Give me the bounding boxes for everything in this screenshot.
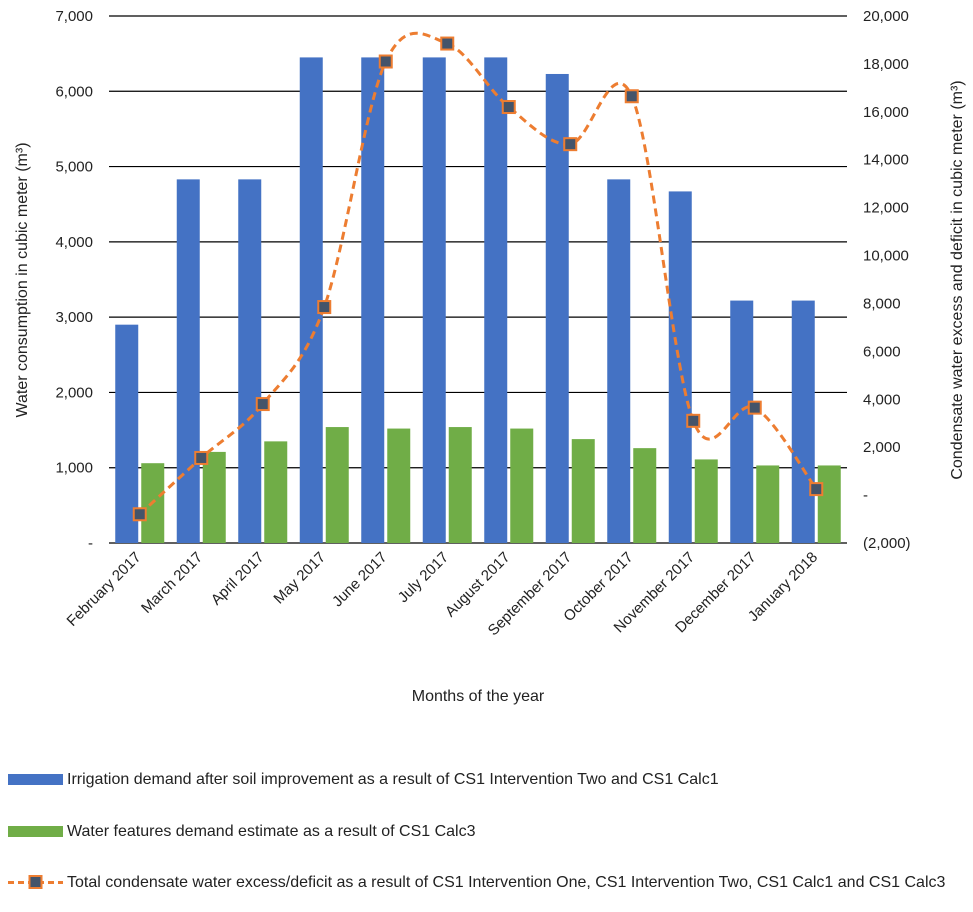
- y-tick-label-right: 12,000: [863, 200, 909, 217]
- y-tick-label-right: 8,000: [863, 295, 901, 312]
- bar-water-features: [694, 459, 718, 543]
- condensate-point: [686, 413, 701, 428]
- y-axis-title-right: Condensate water excess and deficit in c…: [949, 80, 966, 479]
- condensate-point: [378, 54, 393, 69]
- condensate-point: [132, 507, 147, 522]
- bar-water-features: [264, 441, 288, 543]
- legend-item-water-features: Water features demand estimate as a resu…: [8, 822, 475, 841]
- bar-water-features: [633, 448, 657, 543]
- legend-label-irrigation: Irrigation demand after soil improvement…: [67, 771, 719, 788]
- left-axis-ticks: - 1,000 2,000 3,000 4,000 5,000 6,000 7,000: [55, 8, 93, 552]
- bar-water-features: [510, 428, 534, 543]
- y-tick-label-left: -: [88, 535, 93, 552]
- condensate-point: [501, 100, 516, 115]
- x-tick-label: July 2017: [395, 549, 452, 606]
- y-tick-label-left: 3,000: [55, 309, 93, 326]
- y-tick-label-right: -: [863, 487, 868, 504]
- y-tick-label-right: 18,000: [863, 56, 909, 73]
- condensate-point: [194, 450, 209, 465]
- y-tick-label-left: 2,000: [55, 384, 93, 401]
- bar-irrigation: [791, 300, 815, 543]
- bar-irrigation: [545, 73, 569, 543]
- condensate-point: [747, 400, 762, 415]
- bar-water-features: [571, 439, 595, 543]
- line-series-layer: [132, 31, 824, 522]
- bar-irrigation: [115, 324, 139, 543]
- bar-irrigation: [238, 179, 262, 543]
- bar-irrigation: [730, 300, 754, 543]
- bar-irrigation: [607, 179, 631, 543]
- y-tick-label-left: 6,000: [55, 83, 93, 100]
- y-tick-label-left: 1,000: [55, 460, 93, 477]
- x-tick-label: March 2017: [138, 549, 206, 617]
- bar-irrigation: [361, 57, 385, 544]
- bar-water-features: [325, 427, 349, 543]
- x-tick-label: June 2017: [329, 549, 391, 611]
- y-axis-title-left: Water consumption in cubic meter (m³): [14, 142, 31, 417]
- y-tick-label-left: 4,000: [55, 234, 93, 251]
- legend-label-water-features: Water features demand estimate as a resu…: [67, 823, 476, 840]
- bar-irrigation: [176, 179, 200, 543]
- right-axis-ticks: (2,000) - 2,000 4,000 6,000 8,000 10,000 12,000…: [863, 8, 911, 552]
- condensate-point: [809, 482, 824, 497]
- condensate-point: [255, 397, 270, 412]
- legend-swatch-green: [8, 826, 63, 837]
- x-tick-label: May 2017: [270, 549, 329, 608]
- y-tick-label-right: 14,000: [863, 152, 909, 169]
- condensate-point: [563, 137, 578, 152]
- x-axis-title: Months of the year: [412, 688, 545, 705]
- condensate-point: [624, 89, 639, 104]
- bar-water-features: [387, 428, 411, 543]
- bar-water-features: [817, 465, 841, 543]
- legend-swatch-line: [8, 875, 63, 889]
- y-tick-label-right: 2,000: [863, 439, 901, 456]
- x-tick-label: April 2017: [208, 549, 268, 609]
- x-tick-label: February 2017: [64, 549, 145, 630]
- condensate-point: [440, 36, 455, 51]
- bar-water-features: [448, 427, 472, 543]
- y-tick-label-right: 16,000: [863, 104, 909, 121]
- condensate-point: [317, 300, 332, 315]
- legend-swatch-blue: [8, 774, 63, 785]
- bars: [115, 57, 841, 544]
- bar-water-features: [202, 451, 226, 543]
- legend-item-irrigation: Irrigation demand after soil improvement…: [8, 770, 719, 789]
- y-tick-label-right: 20,000: [863, 8, 909, 25]
- y-tick-label-left: 5,000: [55, 159, 93, 176]
- bar-irrigation: [422, 57, 446, 544]
- bar-water-features: [756, 465, 780, 543]
- bar-irrigation: [299, 57, 323, 544]
- legend-label-condensate: Total condensate water excess/deficit as…: [67, 874, 946, 891]
- y-tick-label-right: (2,000): [863, 535, 911, 552]
- legend-item-condensate: Total condensate water excess/deficit as…: [8, 873, 967, 892]
- bar-irrigation: [484, 57, 508, 544]
- y-tick-label-right: 6,000: [863, 343, 901, 360]
- y-tick-label-right: 4,000: [863, 391, 901, 408]
- y-tick-label-right: 10,000: [863, 248, 909, 265]
- gridlines: [109, 15, 847, 544]
- y-tick-label-left: 7,000: [55, 8, 93, 25]
